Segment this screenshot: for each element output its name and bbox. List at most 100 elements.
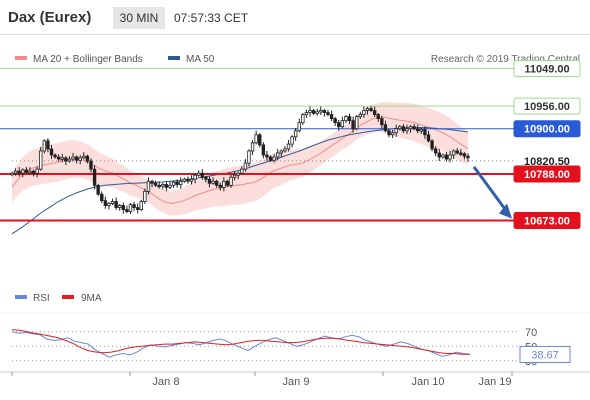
candle-body (175, 181, 179, 185)
rsi-level-label-70: 70 (525, 327, 537, 339)
forecast-arrow-head (499, 203, 512, 219)
candle-body (283, 148, 287, 152)
level-tag-10956.00 (513, 97, 581, 115)
forecast-arrow-shaft (472, 165, 508, 212)
candle-body (214, 180, 219, 186)
candle-body (412, 126, 416, 130)
candle-body (337, 122, 341, 128)
level-label-10788.00: 10788.00 (524, 169, 570, 181)
candle-body (258, 134, 262, 146)
candle-body (128, 204, 133, 212)
candle-body (96, 184, 100, 195)
candle-body (179, 180, 183, 185)
candle-body (376, 114, 380, 120)
legend-9ma-label: 9MA (81, 293, 102, 304)
candle-body (247, 150, 251, 164)
time-label: Jan 10 (411, 376, 444, 388)
candle-body (153, 182, 158, 186)
candle-body (193, 174, 197, 180)
candle-body (74, 156, 79, 161)
candle-body (49, 148, 54, 156)
candle-body (229, 176, 233, 186)
level-label-10900.00: 10900.00 (524, 124, 570, 136)
candle-body (143, 190, 147, 202)
level-tag-10788.00 (513, 165, 581, 183)
candle-body (358, 114, 362, 117)
candle-body (211, 180, 215, 184)
candle-body (200, 172, 204, 178)
candle-body (462, 153, 467, 157)
last-price-label: 10820.50 (524, 156, 570, 168)
candle-body (121, 205, 126, 210)
candle-body (286, 143, 291, 150)
legend-ma50-label: MA 50 (186, 54, 215, 65)
legend-swatch-ma20 (15, 56, 27, 60)
candle-body (401, 126, 406, 132)
candle-body (441, 154, 445, 158)
candle-body (455, 150, 459, 154)
candle-body (197, 172, 201, 176)
candle-body (344, 116, 348, 122)
candle-body (135, 207, 140, 210)
candle-body (103, 200, 108, 206)
candle-body (13, 170, 18, 174)
price-levels: 11049.00 10956.00 10900.00 10820.5010788.00… (0, 59, 581, 229)
candle-body (301, 114, 305, 124)
timeframe-button[interactable]: 30 MIN (113, 7, 165, 29)
candle-body (315, 111, 319, 114)
candle-body (60, 157, 64, 160)
candle-body (100, 193, 104, 202)
candle-body (35, 168, 39, 174)
price-legend: MA 20 + Bollinger Bands MA 50 Research ©… (15, 54, 580, 65)
level-tag-10673.00 (513, 211, 581, 229)
candle-body (329, 114, 334, 120)
candle-body (340, 120, 345, 128)
candle-body (107, 203, 111, 206)
candle-body (405, 128, 409, 132)
candle-body (451, 150, 456, 156)
candle-body (444, 154, 449, 160)
candle-body (157, 184, 161, 188)
candle-body (430, 140, 434, 150)
candle-body (182, 178, 187, 182)
candle-body (276, 152, 280, 158)
candle-body (139, 201, 143, 210)
candle-body (394, 128, 398, 134)
candle-body (125, 209, 129, 212)
candle-body (380, 118, 384, 126)
chart-header: Dax (Eurex) 30 MIN 07:57:33 CET (0, 0, 590, 34)
instrument-title: Dax (Eurex) (8, 9, 92, 26)
rsi-legend: RSI 9MA (15, 293, 102, 304)
candle-body (365, 108, 370, 111)
candle-body (372, 110, 377, 115)
candle-body (28, 170, 32, 174)
candle-body (268, 156, 273, 161)
candle-body (290, 136, 294, 145)
candle-body (24, 169, 29, 173)
candle-body (311, 110, 316, 114)
candle-body (64, 157, 68, 162)
candle-body (250, 142, 255, 152)
candle-body (416, 128, 420, 132)
candle-body (146, 180, 151, 192)
candle-body (304, 112, 309, 115)
candle-body (236, 172, 240, 176)
candle-body (114, 201, 118, 208)
candle-body (433, 148, 438, 154)
last-price-tag (514, 152, 580, 169)
candle-body (347, 116, 352, 122)
candle-body (362, 110, 366, 115)
candle-body (333, 118, 337, 124)
rsi-ma9-line (11, 329, 470, 355)
legend-ma20-label: MA 20 + Bollinger Bands (33, 54, 143, 65)
forecast-arrow (472, 165, 512, 219)
candle-body (243, 162, 248, 170)
rsi-value-label: 38.67 (531, 349, 559, 361)
source-credit: Research © 2019 Trading Central (431, 54, 580, 65)
time-label: Jan 9 (283, 376, 310, 388)
rsi-panel: 70503038.67 (0, 312, 590, 368)
candle-body (186, 178, 190, 182)
time-label: Jan 19 (478, 376, 511, 388)
legend-swatch-ma50 (168, 56, 180, 60)
